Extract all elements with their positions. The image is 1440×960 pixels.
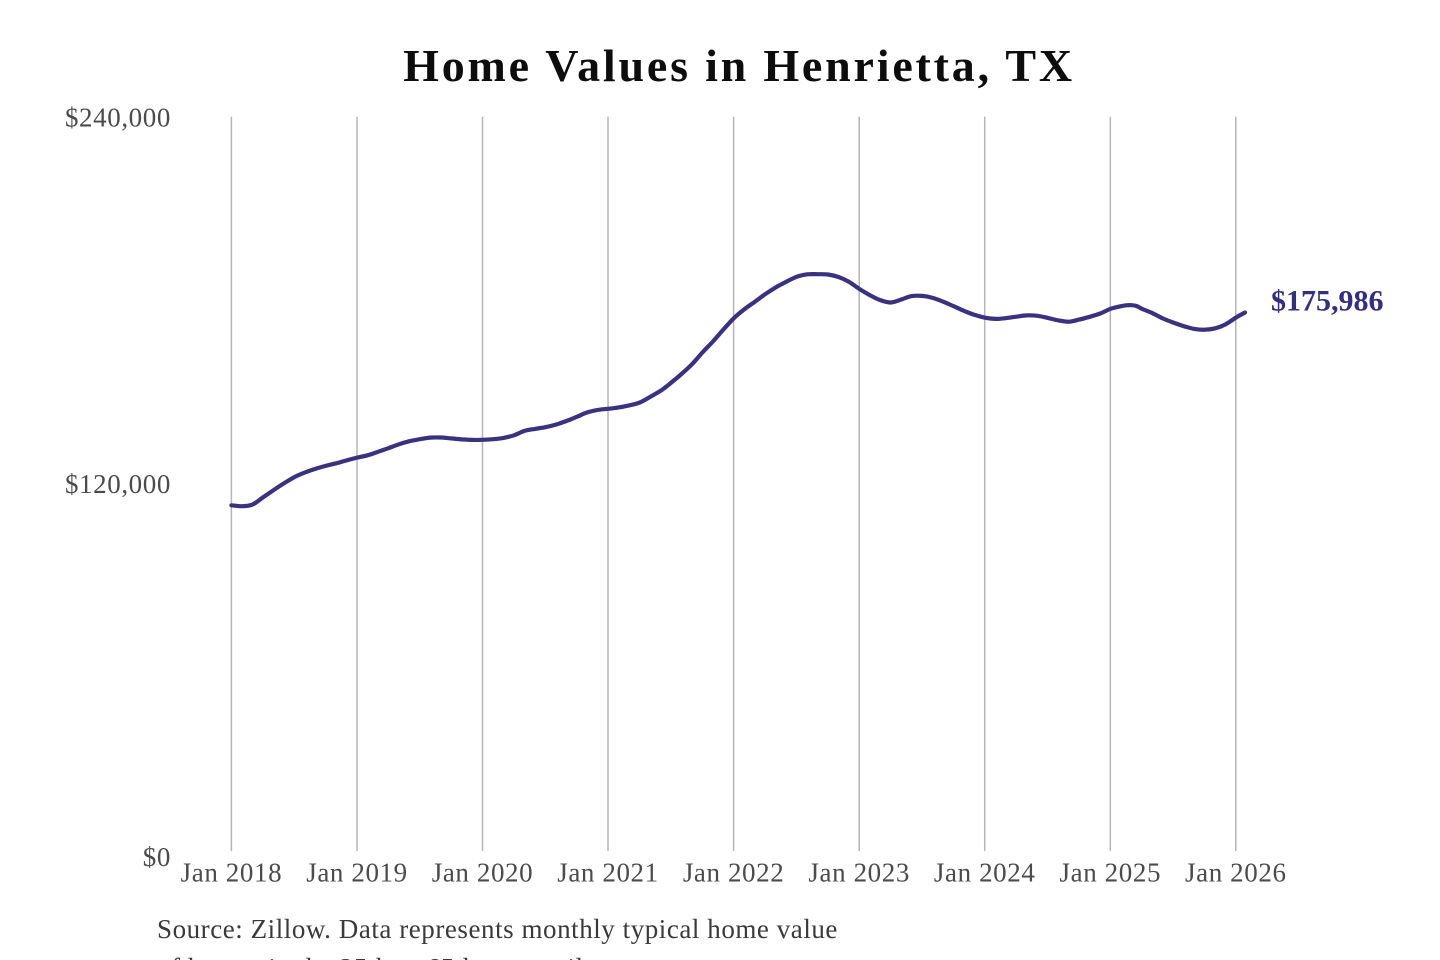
svg-text:Jan 2021: Jan 2021 xyxy=(557,858,659,888)
svg-text:Jan 2023: Jan 2023 xyxy=(808,858,910,888)
svg-text:of homes in the 35th to 65th p: of homes in the 35th to 65th percentile … xyxy=(157,953,673,960)
svg-text:Jan 2024: Jan 2024 xyxy=(934,858,1036,888)
svg-text:Jan 2026: Jan 2026 xyxy=(1185,858,1287,888)
svg-text:$0: $0 xyxy=(143,842,171,872)
svg-text:Jan 2019: Jan 2019 xyxy=(306,858,408,888)
svg-text:Home Values in Henrietta, TX: Home Values in Henrietta, TX xyxy=(403,40,1075,91)
svg-text:Jan 2020: Jan 2020 xyxy=(432,858,534,888)
svg-text:$175,986: $175,986 xyxy=(1271,285,1384,318)
svg-text:Jan 2018: Jan 2018 xyxy=(181,858,283,888)
svg-text:Jan 2022: Jan 2022 xyxy=(683,858,785,888)
svg-text:$120,000: $120,000 xyxy=(65,469,171,499)
svg-text:Source: Zillow. Data represent: Source: Zillow. Data represents monthly … xyxy=(157,914,838,944)
svg-text:$240,000: $240,000 xyxy=(65,103,171,133)
svg-text:Jan 2025: Jan 2025 xyxy=(1060,858,1162,888)
